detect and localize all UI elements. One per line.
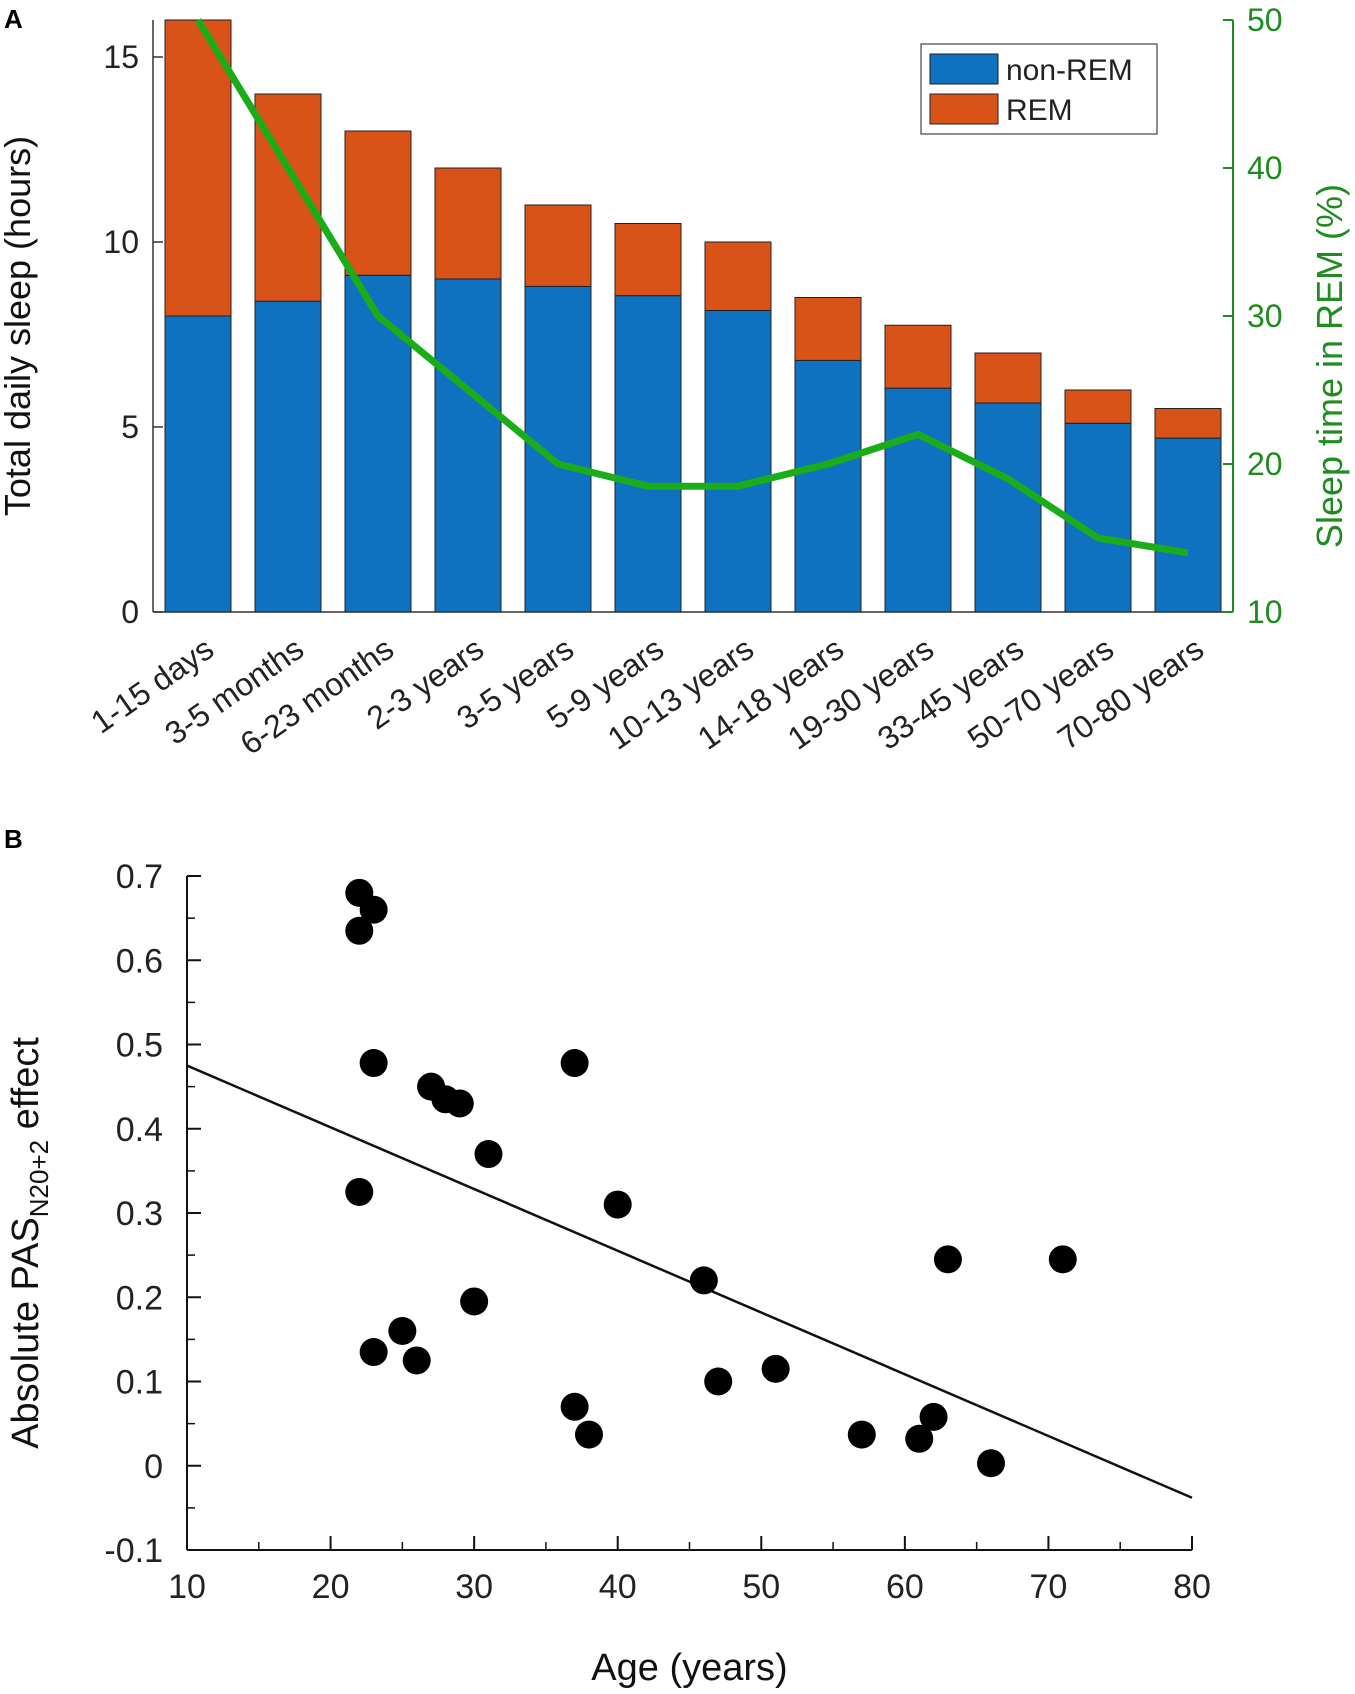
x-tick-label: 70 <box>1030 1568 1068 1606</box>
scatter-point-25 <box>977 1449 1005 1478</box>
left-y-tick-label: 0 <box>121 594 139 630</box>
y-tick-label: 0.2 <box>116 1279 163 1317</box>
y-tick-label: -0.1 <box>104 1532 163 1570</box>
scatter-point-8 <box>345 1177 374 1206</box>
bar-rem-10 <box>1064 389 1132 424</box>
left-y-tick-label: 5 <box>121 409 139 445</box>
scatter-point-22 <box>575 1420 603 1449</box>
scatter-point-23 <box>847 1420 876 1449</box>
right-y-tick-label: 10 <box>1247 594 1283 630</box>
bar-rem-2 <box>344 130 412 276</box>
y-tick-label: 0.4 <box>116 1111 163 1149</box>
bar-rem-9 <box>974 352 1042 404</box>
right-y-tick-label: 40 <box>1247 150 1283 186</box>
y-axis-title-suffix: effect <box>5 1037 47 1140</box>
right-y-axis-title: Sleep time in REM (%) <box>1309 184 1350 548</box>
x-tick-label: 50 <box>742 1568 780 1606</box>
scatter-point-24 <box>905 1424 934 1453</box>
bar-non-rem-11 <box>1154 437 1222 613</box>
legend-swatch-0 <box>929 53 999 85</box>
y-axis-title-subscript: N20+2 <box>24 1140 54 1217</box>
bar-rem-3 <box>434 167 502 280</box>
scatter-point-19 <box>704 1367 733 1396</box>
y-tick-label: 0.3 <box>116 1195 163 1233</box>
x-tick-label: 60 <box>886 1568 924 1606</box>
bar-non-rem-3 <box>434 278 502 613</box>
scatter-point-21 <box>919 1402 948 1431</box>
panel-b-letter: B <box>4 824 23 854</box>
x-tick-label: 40 <box>599 1568 637 1606</box>
bar-non-rem-2 <box>344 274 412 613</box>
scatter-point-15 <box>388 1316 417 1345</box>
bar-non-rem-1 <box>254 300 322 613</box>
right-y-tick-label: 50 <box>1247 2 1283 38</box>
scatter-point-2 <box>345 916 374 945</box>
regression-line <box>186 1064 1193 1499</box>
y-axis-title-main: Absolute PAS <box>5 1217 47 1449</box>
x-tick-label: 80 <box>1173 1568 1211 1606</box>
bar-rem-8 <box>884 324 952 389</box>
right-y-tick-label: 20 <box>1247 446 1283 482</box>
x-tick-label: 10 <box>168 1568 206 1606</box>
x-tick-label: 30 <box>455 1568 493 1606</box>
y-tick-label: 0.1 <box>116 1364 163 1402</box>
x-axis-title: Age (years) <box>591 1647 787 1689</box>
scatter-point-10 <box>603 1190 632 1219</box>
scatter-point-7 <box>474 1140 503 1169</box>
scatter-point-3 <box>359 1049 388 1078</box>
y-tick-label: 0.6 <box>116 942 163 980</box>
bar-rem-0 <box>164 19 232 317</box>
scatter-point-6 <box>445 1089 474 1118</box>
x-tick-label: 20 <box>312 1568 350 1606</box>
bar-rem-11 <box>1154 408 1222 439</box>
scatter-point-16 <box>359 1338 388 1367</box>
scatter-point-9 <box>560 1049 589 1078</box>
left-y-axis-title: Total daily sleep (hours) <box>0 136 38 516</box>
right-y-tick-label: 30 <box>1247 298 1283 334</box>
bar-rem-4 <box>524 204 592 287</box>
y-tick-label: 0.7 <box>116 858 163 896</box>
panel-b: -0.1 0 0.1 0.2 0.3 0.4 0.5 0.6 0.7 10 20 30 40 50 60 70… <box>5 858 1211 1689</box>
left-y-tick-label: 10 <box>103 224 139 260</box>
bar-non-rem-5 <box>614 295 682 613</box>
panel-a-letter: A <box>4 4 23 34</box>
bar-non-rem-8 <box>884 387 952 613</box>
legend-swatch-1 <box>929 93 999 125</box>
scatter-point-13 <box>1048 1245 1077 1274</box>
y-tick-label: 0 <box>144 1448 163 1486</box>
bar-non-rem-7 <box>794 359 862 613</box>
bar-non-rem-0 <box>164 315 232 613</box>
bar-non-rem-10 <box>1064 422 1132 613</box>
bar-rem-6 <box>704 241 772 311</box>
scatter-point-1 <box>359 895 388 924</box>
scatter-point-20 <box>560 1392 589 1421</box>
left-y-tick-label: 15 <box>103 39 139 75</box>
scatter-point-12 <box>933 1245 962 1274</box>
bar-non-rem-9 <box>974 402 1042 613</box>
y-axis-title: Absolute PASN20+2 effect <box>5 1037 54 1449</box>
scatter-point-17 <box>402 1346 431 1375</box>
bar-rem-7 <box>794 297 862 361</box>
bar-non-rem-6 <box>704 309 772 613</box>
y-tick-label: 0.5 <box>116 1027 163 1065</box>
legend-label-0: non-REM <box>1006 54 1133 87</box>
scatter-point-14 <box>460 1287 489 1316</box>
scatter-point-11 <box>689 1266 718 1295</box>
bar-rem-5 <box>614 223 682 297</box>
rem-percent-line <box>195 18 1189 557</box>
scatter-point-18 <box>761 1354 790 1383</box>
legend-label-1: REM <box>1006 94 1073 127</box>
